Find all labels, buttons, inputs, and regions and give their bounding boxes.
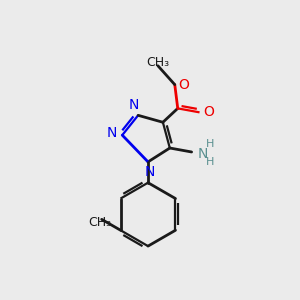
Text: O: O [203, 105, 214, 119]
Text: CH₃: CH₃ [146, 56, 170, 69]
Text: H: H [206, 139, 214, 149]
Text: N: N [198, 147, 208, 161]
Text: O: O [178, 78, 189, 92]
Text: CH₃: CH₃ [88, 216, 111, 229]
Text: N: N [145, 165, 155, 179]
Text: H: H [206, 157, 214, 167]
Text: N: N [129, 98, 139, 112]
Text: N: N [106, 126, 116, 140]
